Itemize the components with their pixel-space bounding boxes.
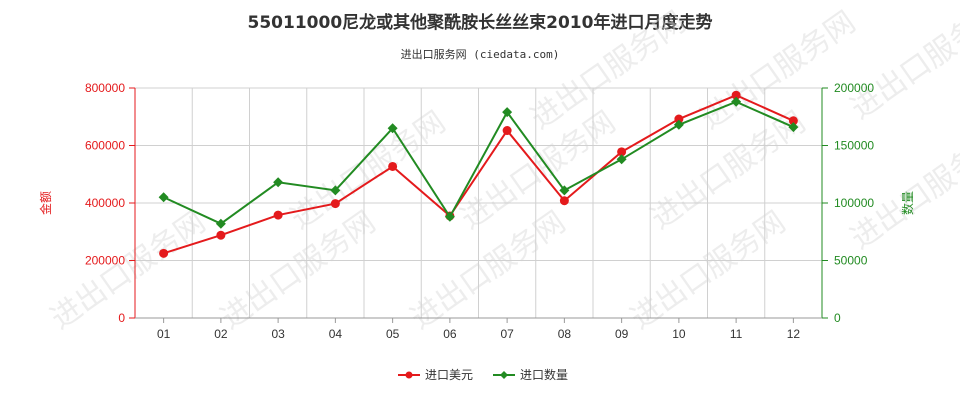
data-point-value — [788, 116, 798, 126]
data-point-quantity — [273, 177, 284, 188]
left-axis-title: 金额 — [38, 191, 53, 215]
data-point-value — [159, 248, 169, 258]
chart-title: 55011000尼龙或其他聚酰胺长丝丝束2010年进口月度走势 — [247, 13, 713, 33]
data-point-quantity — [387, 123, 398, 134]
x-axis-tick-label: 07 — [500, 327, 514, 341]
data-point-quantity — [330, 185, 341, 196]
series-line-quantity — [163, 100, 794, 225]
data-point-quantity — [788, 122, 799, 133]
legend-label: 进口数量 — [520, 367, 568, 382]
x-axis-tick-label: 03 — [271, 327, 285, 341]
watermark-text: 进出口服务网 — [625, 205, 793, 337]
x-axis-tick-label: 02 — [214, 327, 228, 341]
series-line-value — [163, 94, 794, 255]
data-point-quantity — [731, 96, 742, 107]
data-point-quantity — [502, 107, 513, 118]
x-axis-tick-label: 12 — [787, 327, 801, 341]
data-point-quantity — [616, 154, 627, 165]
x-axis-tick-label: 04 — [329, 327, 343, 341]
right-axis-tick-label: 150000 — [834, 139, 874, 153]
data-point-value — [617, 147, 627, 157]
legend-label: 进口美元 — [425, 368, 473, 382]
x-axis-tick-label: 06 — [443, 327, 457, 341]
data-point-value — [216, 230, 226, 240]
x-axis-tick-label: 10 — [672, 327, 686, 341]
legend: 进口美元 进口数量 — [398, 367, 568, 382]
data-point-value — [674, 114, 684, 124]
data-point-quantity — [444, 211, 455, 222]
right-axis-title: 数量 — [900, 191, 915, 215]
left-axis-tick-label: 400000 — [85, 196, 125, 210]
watermark-text: 进出口服务网 — [45, 205, 213, 337]
left-axis-tick-label: 800000 — [85, 81, 125, 95]
data-point-quantity — [559, 185, 570, 196]
data-point-quantity — [215, 218, 226, 229]
right-axis-tick-label: 200000 — [834, 81, 874, 95]
x-axis-tick-label: 05 — [386, 327, 400, 341]
x-axis-tick-label: 08 — [558, 327, 572, 341]
x-axis-tick-label: 11 — [730, 327, 743, 341]
data-point-value — [559, 196, 569, 206]
x-axis-tick-label: 01 — [157, 327, 171, 341]
legend-swatch-marker — [500, 371, 508, 379]
right-axis-tick-label: 0 — [834, 311, 841, 325]
left-axis-tick-label: 200000 — [85, 254, 125, 268]
data-point-value — [731, 90, 741, 100]
left-axis-tick-label: 0 — [118, 311, 125, 325]
data-point-value — [273, 210, 283, 220]
right-axis-tick-label: 100000 — [834, 196, 874, 210]
legend-swatch-marker — [405, 371, 413, 379]
watermark-layer: 进出口服务网进出口服务网进出口服务网进出口服务网进出口服务网进出口服务网进出口服… — [45, 0, 960, 337]
data-point-value — [502, 126, 512, 136]
right-axis-tick-label: 50000 — [834, 254, 868, 268]
watermark-text: 进出口服务网 — [845, 0, 960, 127]
data-point-value — [388, 161, 398, 171]
data-point-quantity — [158, 192, 169, 203]
x-axis-tick-label: 09 — [615, 327, 629, 341]
data-point-value — [330, 199, 340, 209]
chart-subtitle: 进出口服务网 (ciedata.com) — [400, 48, 560, 61]
data-point-quantity — [673, 119, 684, 130]
left-axis-tick-label: 600000 — [85, 139, 125, 153]
